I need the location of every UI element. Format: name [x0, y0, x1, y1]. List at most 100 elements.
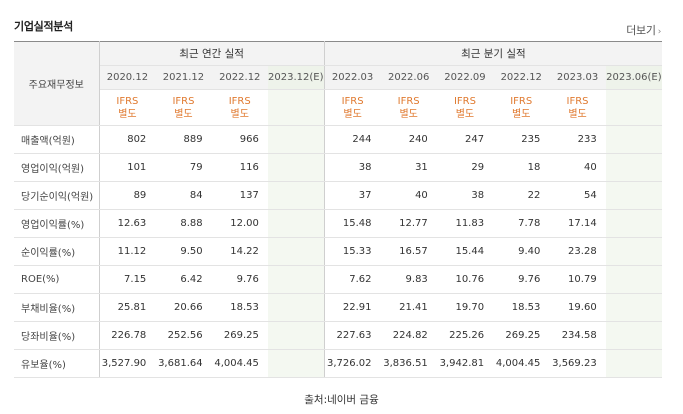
table-cell: 22	[493, 181, 550, 210]
table-cell: 25.81	[99, 293, 156, 322]
more-link[interactable]: 더보기 ›	[626, 22, 661, 38]
table-row: 영업이익(억원) 101 79 116 38 31 29 18 40	[14, 153, 663, 182]
chevron-right-icon: ›	[657, 27, 662, 37]
ifrs-label: IFRS 별도	[436, 89, 494, 126]
table-cell	[605, 265, 663, 294]
table-cell: 40	[380, 181, 437, 210]
ifrs-label: IFRS 별도	[155, 89, 212, 126]
annual-group-header: 최근 연간 실적	[99, 41, 325, 66]
table-cell: 269.25	[211, 321, 268, 350]
table-cell: 9.50	[155, 237, 212, 266]
table-cell	[267, 321, 325, 350]
table-cell: 7.15	[99, 265, 156, 294]
table-cell: 8.88	[155, 209, 212, 238]
table-cell	[267, 181, 325, 210]
table-cell: 89	[99, 181, 156, 210]
table-cell: 23.28	[549, 237, 606, 266]
table-cell: 235	[493, 125, 550, 154]
table-row: 당기순이익(억원) 89 84 137 37 40 38 22 54	[14, 181, 663, 210]
ifrs-label-line2: 별도	[455, 108, 475, 120]
table-cell: 22.91	[324, 293, 381, 322]
table-cell: 38	[436, 181, 494, 210]
row-label: 부채비율(%)	[14, 293, 100, 322]
table-cell: 227.63	[324, 321, 381, 350]
table-cell: 19.60	[549, 293, 606, 322]
table-cell: 9.76	[493, 265, 550, 294]
table-cell	[267, 209, 325, 238]
ifrs-label: IFRS 별도	[99, 89, 156, 126]
annual-period-header: 2022.12	[211, 65, 268, 90]
ifrs-label-line1: IFRS	[566, 95, 589, 107]
table-cell: 11.83	[436, 209, 494, 238]
ifrs-label-line1: IFRS	[397, 95, 420, 107]
ifrs-label-line1: IFRS	[453, 95, 476, 107]
table-cell: 966	[211, 125, 268, 154]
table-cell: 12.63	[99, 209, 156, 238]
table-cell	[267, 237, 325, 266]
table-cell: 269.25	[493, 321, 550, 350]
quarter-period-header: 2022.03	[324, 65, 381, 90]
table-cell: 3,681.64	[155, 349, 212, 378]
table-cell: 54	[549, 181, 606, 210]
table-cell: 16.57	[380, 237, 437, 266]
table-row: 당좌비율(%) 226.78 252.56 269.25 227.63 224.82 225…	[14, 321, 663, 350]
table-cell: 17.14	[549, 209, 606, 238]
ifrs-row: IFRS 별도 IFRS 별도 IFRS 별도 IFRS 별도 IFRS 별도 IFRS 별도 IFRS…	[14, 89, 663, 126]
table-cell: 3,726.02	[324, 349, 381, 378]
table-cell	[605, 237, 663, 266]
table-cell	[605, 125, 663, 154]
ifrs-label-line1: IFRS	[510, 95, 533, 107]
row-label: 매출액(억원)	[14, 125, 100, 154]
table-row: 영업이익률(%) 12.63 8.88 12.00 15.48 12.77 11.83 7.7…	[14, 209, 663, 238]
table-cell	[267, 293, 325, 322]
table-cell: 889	[155, 125, 212, 154]
table-cell: 3,942.81	[436, 349, 494, 378]
table-cell: 18.53	[493, 293, 550, 322]
quarter-group-header: 최근 분기 실적	[324, 41, 663, 66]
ifrs-label-line2: 별도	[399, 108, 418, 120]
table-cell	[267, 153, 325, 182]
ifrs-label-line1: IFRS	[228, 95, 251, 107]
ifrs-label-line1: IFRS	[116, 95, 139, 107]
ifrs-label-line2: 별도	[568, 108, 587, 120]
table-cell: 252.56	[155, 321, 212, 350]
ifrs-label: IFRS 별도	[211, 89, 268, 126]
table-cell: 19.70	[436, 293, 494, 322]
table-cell: 9.83	[380, 265, 437, 294]
table-cell: 226.78	[99, 321, 156, 350]
quarter-period-header: 2022.09	[436, 65, 494, 90]
table-cell: 3,836.51	[380, 349, 437, 378]
ifrs-label-line2: 별도	[230, 108, 249, 120]
ifrs-label-line2: 별도	[118, 108, 137, 120]
ifrs-label-line1: IFRS	[341, 95, 364, 107]
table-cell: 10.79	[549, 265, 606, 294]
financial-table: 주요재무정보 최근 연간 실적 최근 분기 실적 2020.12 2021.12 2…	[14, 41, 663, 378]
table-body: 매출액(억원) 802 889 966 244 240 247 235 233 영업이익(억원) 1…	[14, 125, 663, 378]
table-cell: 244	[324, 125, 381, 154]
ifrs-label	[605, 89, 663, 126]
table-cell: 224.82	[380, 321, 437, 350]
quarter-period-header: 2023.06(E)	[605, 65, 663, 90]
table-cell: 18.53	[211, 293, 268, 322]
ifrs-label: IFRS 별도	[324, 89, 381, 126]
table-cell: 9.40	[493, 237, 550, 266]
ifrs-label-line1: IFRS	[172, 95, 195, 107]
table-cell: 37	[324, 181, 381, 210]
quarter-period-header: 2022.06	[380, 65, 437, 90]
row-label: 영업이익(억원)	[14, 153, 100, 182]
row-label: 당좌비율(%)	[14, 321, 100, 350]
annual-period-header: 2023.12(E)	[267, 65, 325, 90]
row-label: 유보율(%)	[14, 349, 100, 378]
ifrs-label	[267, 89, 325, 126]
row-label: 영업이익률(%)	[14, 209, 100, 238]
quarter-period-header: 2023.03	[549, 65, 606, 90]
row-header: 주요재무정보	[14, 41, 100, 126]
table-cell: 18	[493, 153, 550, 182]
table-cell: 15.33	[324, 237, 381, 266]
table-cell: 11.12	[99, 237, 156, 266]
annual-period-header: 2021.12	[155, 65, 212, 90]
more-link-label: 더보기	[626, 24, 656, 37]
table-cell: 38	[324, 153, 381, 182]
table-cell	[605, 321, 663, 350]
table-cell: 15.48	[324, 209, 381, 238]
